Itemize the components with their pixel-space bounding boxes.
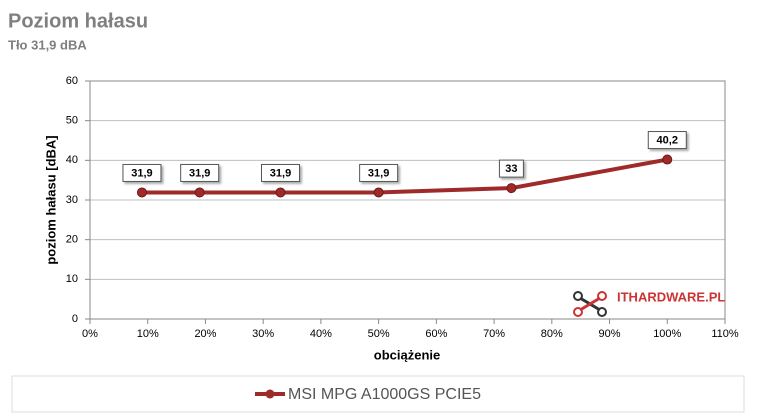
x-tick-label: 20% [194,328,216,340]
y-tick-label: 30 [66,194,78,206]
x-tick-label: 70% [483,328,505,340]
value-label: 31,9 [131,167,152,179]
x-axis-label: obciążenie [374,347,440,362]
value-label: 31,9 [189,167,210,179]
x-tick-label: 0% [82,328,98,340]
y-tick-label: 50 [66,115,78,127]
x-tick-label: 100% [653,328,681,340]
legend-label: MSI MPG A1000GS PCIE5 [288,386,481,403]
x-tick-label: 90% [599,328,621,340]
series-line [141,157,668,195]
legend-marker [265,389,275,399]
value-label-box [498,159,524,178]
value-label-box [359,163,399,182]
x-tick-label: 60% [425,328,447,340]
y-tick-label: 20 [66,234,78,246]
y-tick-label: 10 [66,273,78,285]
data-point [275,187,286,198]
watermark: ITHARDWARE.PL [617,289,725,304]
plot-area [89,80,726,320]
value-label-box [180,163,220,182]
data-point [373,187,384,198]
chart-title: Poziom hałasu [8,10,148,32]
data-point [662,154,673,165]
y-tick-label: 60 [66,75,78,87]
y-tick-label: 0 [72,313,78,325]
value-label: 40,2 [657,134,678,146]
chart-subtitle: Tło 31,9 dBA [8,37,87,52]
value-label: 31,9 [368,167,389,179]
data-point [136,187,147,198]
value-label-box [647,131,687,150]
value-label-box [122,163,162,182]
value-label: 33 [505,163,517,175]
watermark-logo [573,291,607,317]
x-tick-label: 50% [368,328,390,340]
value-label: 31,9 [270,167,291,179]
x-tick-label: 10% [137,328,159,340]
data-point [194,187,205,198]
x-tick-label: 40% [310,328,332,340]
y-tick-label: 40 [66,154,78,166]
data-point [506,183,517,194]
x-tick-label: 110% [711,328,739,340]
value-label-box [261,163,300,182]
x-tick-label: 80% [541,328,563,340]
x-tick-label: 30% [252,328,274,340]
y-axis-label: poziom hałasu [dBA] [43,135,58,264]
legend [11,375,745,413]
